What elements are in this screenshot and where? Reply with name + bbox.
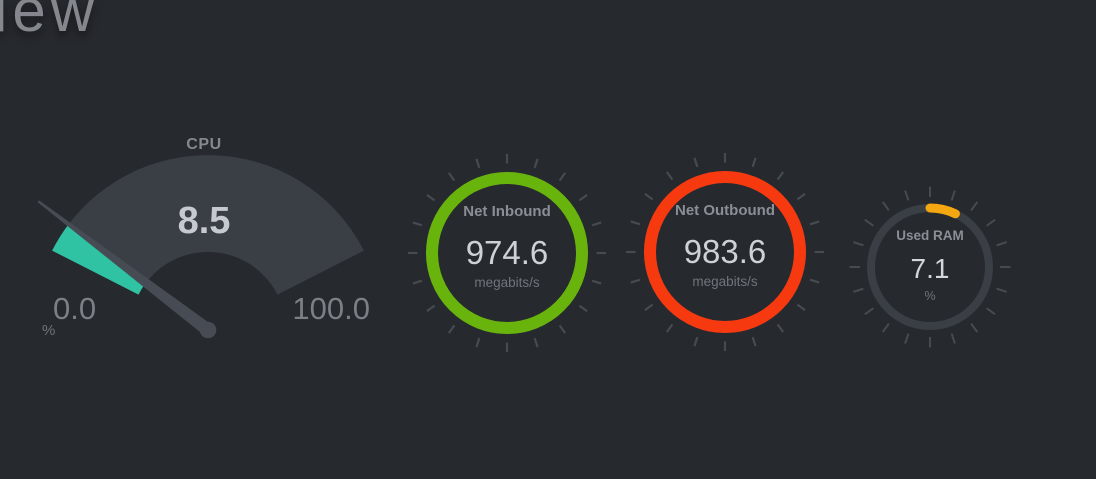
tick-mark [412,279,423,285]
tick-mark [904,333,910,344]
tick-mark [630,220,641,226]
cpu-gauge-unit-label: % [42,322,56,339]
tick-mark [447,324,456,334]
tick-mark [578,304,588,313]
net-inbound-label: Net Inbound [463,203,551,220]
tick-mark [853,287,864,293]
tick-mark [796,303,806,312]
cpu-gauge: CPU 8.5 0.0 100.0 % [20,120,400,360]
used-ram-gauge: Used RAM 7.1 % [845,182,1015,352]
tick-mark [970,201,979,211]
tick-mark [950,190,956,201]
tick-mark [578,193,588,202]
tick-mark [809,278,820,284]
used-ram-gauge-graphic [849,186,1011,348]
tick-mark [558,324,567,334]
tick-mark [665,323,674,333]
cpu-gauge-min-label: 0.0 [53,291,97,326]
gauge-tick-marks [408,154,606,352]
gauge-progress-ring [866,203,994,331]
used-ram-label: Used RAM [896,228,964,243]
tick-mark [751,336,757,347]
page-title: iew [0,0,100,44]
tick-mark [986,218,996,227]
tick-mark [864,307,874,316]
used-ram-unit: % [924,289,936,303]
net-outbound-gauge: Net Outbound 983.6 megabits/s [625,152,825,352]
net-outbound-unit: megabits/s [692,274,758,289]
tick-mark [881,201,890,211]
tick-mark [864,218,874,227]
tick-mark [853,241,864,247]
cpu-gauge-value: 8.5 [177,200,231,242]
tick-mark [630,278,641,284]
tick-mark [693,157,699,168]
tick-mark [591,221,602,227]
tick-mark [881,323,890,333]
tick-mark [558,172,567,182]
cpu-gauge-graphic [37,155,364,339]
tick-mark [644,192,654,201]
tick-mark [996,287,1007,293]
tick-mark [644,303,654,312]
tick-mark [986,307,996,316]
tick-mark [904,190,910,201]
tick-mark [591,279,602,285]
gauge-tick-marks [626,153,824,351]
tick-mark [447,172,456,182]
cpu-gauge-fill-arc [52,224,146,295]
net-inbound-gauge: Net Inbound 974.6 megabits/s [407,153,607,353]
tick-mark [950,333,956,344]
tick-mark [693,336,699,347]
tick-mark [776,323,785,333]
cpu-gauge-max-label: 100.0 [292,291,370,326]
tick-mark [426,193,436,202]
gauge-progress-ring [644,171,806,333]
cpu-gauge-needle-pivot [199,321,217,339]
tick-mark [533,158,539,169]
net-inbound-value: 974.6 [465,234,549,271]
tick-mark [426,304,436,313]
cpu-gauge-needle [37,200,212,336]
tick-mark [412,221,423,227]
tick-mark [796,192,806,201]
tick-mark [475,158,481,169]
tick-mark [475,337,481,348]
tick-mark [533,337,539,348]
tick-mark [665,171,674,181]
tick-mark [970,323,979,333]
gauge-tick-marks [849,186,1011,348]
net-outbound-gauge-graphic [626,153,824,351]
tick-mark [809,220,820,226]
cpu-gauge-track-arc [52,155,364,295]
gauge-progress-ring [426,172,588,334]
tick-mark [996,241,1007,247]
net-inbound-unit: megabits/s [474,275,540,290]
net-outbound-label: Net Outbound [675,202,775,219]
cpu-gauge-title: CPU [186,136,222,153]
tick-mark [751,157,757,168]
used-ram-value: 7.1 [910,253,950,284]
net-inbound-gauge-graphic [408,154,606,352]
net-outbound-value: 983.6 [683,233,767,270]
tick-mark [776,171,785,181]
